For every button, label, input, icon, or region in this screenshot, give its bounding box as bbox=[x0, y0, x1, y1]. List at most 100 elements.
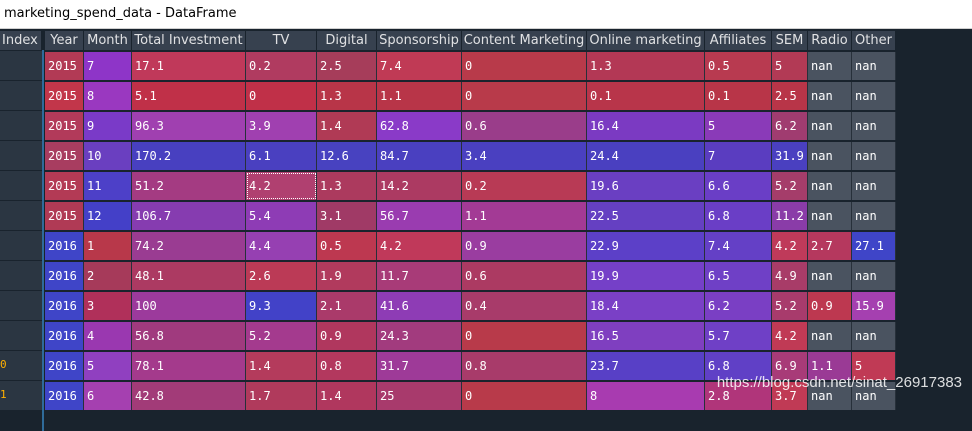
table-cell[interactable]: 9 bbox=[84, 112, 132, 140]
table-cell[interactable]: 5.7 bbox=[705, 322, 772, 350]
table-cell[interactable]: 42.8 bbox=[132, 382, 246, 410]
table-cell[interactable]: 51.2 bbox=[132, 172, 246, 200]
table-cell[interactable]: 14.2 bbox=[377, 172, 462, 200]
table-cell[interactable]: 100 bbox=[132, 292, 246, 320]
table-cell[interactable]: 0 bbox=[462, 382, 587, 410]
table-cell[interactable]: 0.8 bbox=[462, 352, 587, 380]
table-cell[interactable]: 0.2 bbox=[246, 52, 317, 80]
table-cell[interactable]: nan bbox=[852, 202, 896, 230]
table-cell[interactable]: 1.9 bbox=[317, 262, 377, 290]
table-cell[interactable]: nan bbox=[852, 322, 896, 350]
table-cell[interactable]: 2.5 bbox=[772, 82, 808, 110]
table-cell[interactable]: 5 bbox=[852, 352, 896, 380]
table-cell[interactable]: 2015 bbox=[45, 112, 84, 140]
table-cell[interactable]: 6.5 bbox=[705, 262, 772, 290]
table-cell[interactable]: 2015 bbox=[45, 172, 84, 200]
table-cell[interactable]: 1.7 bbox=[246, 382, 317, 410]
table-cell[interactable]: 2016 bbox=[45, 352, 84, 380]
table-cell[interactable]: 11 bbox=[84, 172, 132, 200]
table-cell[interactable]: 6.8 bbox=[705, 352, 772, 380]
table-cell[interactable]: 11.2 bbox=[772, 202, 808, 230]
table-cell[interactable]: 22.9 bbox=[587, 232, 705, 260]
table-cell[interactable]: 3 bbox=[84, 292, 132, 320]
table-cell[interactable]: nan bbox=[808, 172, 852, 200]
table-cell[interactable]: nan bbox=[808, 202, 852, 230]
table-cell[interactable]: 6.6 bbox=[705, 172, 772, 200]
table-cell[interactable]: 0.5 bbox=[705, 52, 772, 80]
table-cell[interactable]: 4 bbox=[84, 322, 132, 350]
table-cell[interactable]: 2016 bbox=[45, 292, 84, 320]
table-cell[interactable]: 10 bbox=[84, 142, 132, 170]
table-cell[interactable]: 6.8 bbox=[705, 202, 772, 230]
table-cell[interactable]: nan bbox=[852, 262, 896, 290]
row-index[interactable] bbox=[0, 81, 42, 111]
row-index[interactable]: 0 bbox=[0, 351, 42, 381]
table-cell[interactable]: nan bbox=[852, 112, 896, 140]
table-cell[interactable]: 22.5 bbox=[587, 202, 705, 230]
table-cell[interactable]: 7.4 bbox=[377, 52, 462, 80]
table-cell[interactable]: 5.2 bbox=[246, 322, 317, 350]
table-cell[interactable]: nan bbox=[808, 382, 852, 410]
column-header-digital[interactable]: Digital bbox=[317, 31, 377, 50]
row-index[interactable] bbox=[0, 231, 42, 261]
row-index[interactable] bbox=[0, 111, 42, 141]
column-header-sem[interactable]: SEM bbox=[772, 31, 808, 50]
table-cell[interactable]: 9.3 bbox=[246, 292, 317, 320]
table-cell[interactable]: 96.3 bbox=[132, 112, 246, 140]
table-cell[interactable]: 0.5 bbox=[317, 232, 377, 260]
table-cell[interactable]: 7.4 bbox=[705, 232, 772, 260]
table-cell[interactable]: 62.8 bbox=[377, 112, 462, 140]
table-cell[interactable]: 6.2 bbox=[705, 292, 772, 320]
table-cell[interactable]: 4.2 bbox=[377, 232, 462, 260]
table-cell[interactable]: 15.9 bbox=[852, 292, 896, 320]
column-header-online-marketing[interactable]: Online marketing bbox=[587, 31, 705, 50]
table-cell[interactable]: 1.3 bbox=[587, 52, 705, 80]
table-cell[interactable]: 31.7 bbox=[377, 352, 462, 380]
table-cell[interactable]: 78.1 bbox=[132, 352, 246, 380]
table-cell[interactable]: 25 bbox=[377, 382, 462, 410]
row-index[interactable] bbox=[0, 51, 42, 81]
table-cell[interactable]: nan bbox=[808, 82, 852, 110]
table-cell[interactable]: 0.1 bbox=[705, 82, 772, 110]
row-index[interactable] bbox=[0, 141, 42, 171]
table-cell[interactable]: 2.6 bbox=[246, 262, 317, 290]
table-cell[interactable]: 0 bbox=[462, 82, 587, 110]
column-header-tv[interactable]: TV bbox=[246, 31, 317, 50]
table-cell[interactable]: 11.7 bbox=[377, 262, 462, 290]
table-cell[interactable]: 4.2 bbox=[772, 232, 808, 260]
table-cell[interactable]: 1.4 bbox=[317, 112, 377, 140]
table-cell[interactable]: 2015 bbox=[45, 52, 84, 80]
table-cell[interactable]: nan bbox=[852, 172, 896, 200]
table-cell[interactable]: nan bbox=[852, 52, 896, 80]
table-cell[interactable]: 0.6 bbox=[462, 112, 587, 140]
table-cell[interactable]: 3.1 bbox=[317, 202, 377, 230]
table-cell[interactable]: 19.6 bbox=[587, 172, 705, 200]
table-cell[interactable]: nan bbox=[852, 82, 896, 110]
table-cell[interactable]: 16.4 bbox=[587, 112, 705, 140]
table-cell[interactable]: 5.2 bbox=[772, 292, 808, 320]
table-cell[interactable]: 106.7 bbox=[132, 202, 246, 230]
table-cell[interactable]: 56.8 bbox=[132, 322, 246, 350]
table-cell[interactable]: 1.1 bbox=[377, 82, 462, 110]
table-cell[interactable]: 23.7 bbox=[587, 352, 705, 380]
table-cell[interactable]: 5 bbox=[705, 112, 772, 140]
table-cell[interactable]: 1.1 bbox=[808, 352, 852, 380]
table-cell[interactable]: 12 bbox=[84, 202, 132, 230]
row-index[interactable] bbox=[0, 321, 42, 351]
table-cell[interactable]: 2016 bbox=[45, 262, 84, 290]
column-header-affiliates[interactable]: Affiliates bbox=[705, 31, 772, 50]
table-cell[interactable]: 5.4 bbox=[246, 202, 317, 230]
column-header-sponsorship[interactable]: Sponsorship bbox=[377, 31, 462, 50]
table-cell[interactable]: nan bbox=[808, 52, 852, 80]
table-cell[interactable]: 1.4 bbox=[246, 352, 317, 380]
table-cell[interactable]: 24.4 bbox=[587, 142, 705, 170]
table-cell[interactable]: 31.9 bbox=[772, 142, 808, 170]
table-cell[interactable]: 56.7 bbox=[377, 202, 462, 230]
table-cell[interactable]: nan bbox=[852, 142, 896, 170]
table-cell[interactable]: 5 bbox=[772, 52, 808, 80]
table-cell[interactable]: 2016 bbox=[45, 232, 84, 260]
table-cell[interactable]: 6.1 bbox=[246, 142, 317, 170]
table-cell[interactable]: 7 bbox=[84, 52, 132, 80]
table-cell[interactable]: 0.8 bbox=[317, 352, 377, 380]
table-cell[interactable]: 2015 bbox=[45, 202, 84, 230]
